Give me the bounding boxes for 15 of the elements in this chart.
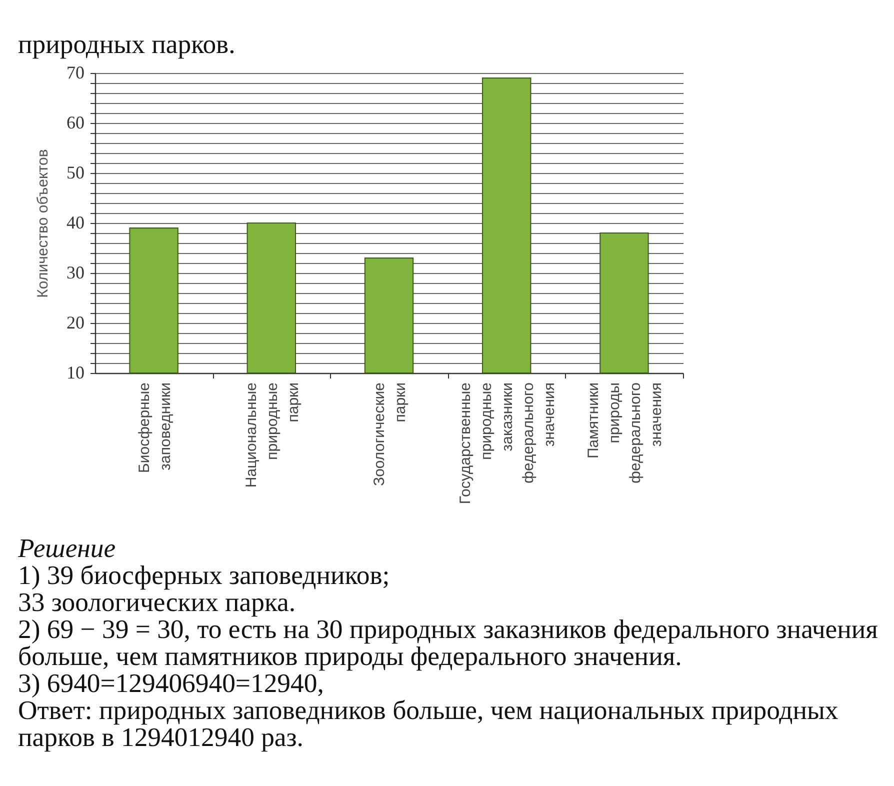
y-tick-label: 20 [66,312,84,332]
y-tick-label: 40 [66,212,84,232]
x-tick-label: Государственные природные заказники федерального значения [457,382,558,504]
text: Решение [18,533,117,563]
y-tick-label: 70 [66,62,84,82]
x-tick-label: Биосферные заповедники [136,382,174,473]
text: природных парков. [18,29,236,59]
y-tick-label: 60 [66,112,84,132]
y-axis-title: Количество объектов [34,149,52,298]
y-tick-label: 50 [66,162,84,182]
text: 1) 39 биосферных заповедников; [18,560,391,590]
x-tick-label: Зоологические парки [371,382,409,486]
y-tick-label: 30 [66,262,84,282]
x-tick-label: Национальные природные парки [242,382,302,488]
y-tick-label: 10 [66,362,84,382]
